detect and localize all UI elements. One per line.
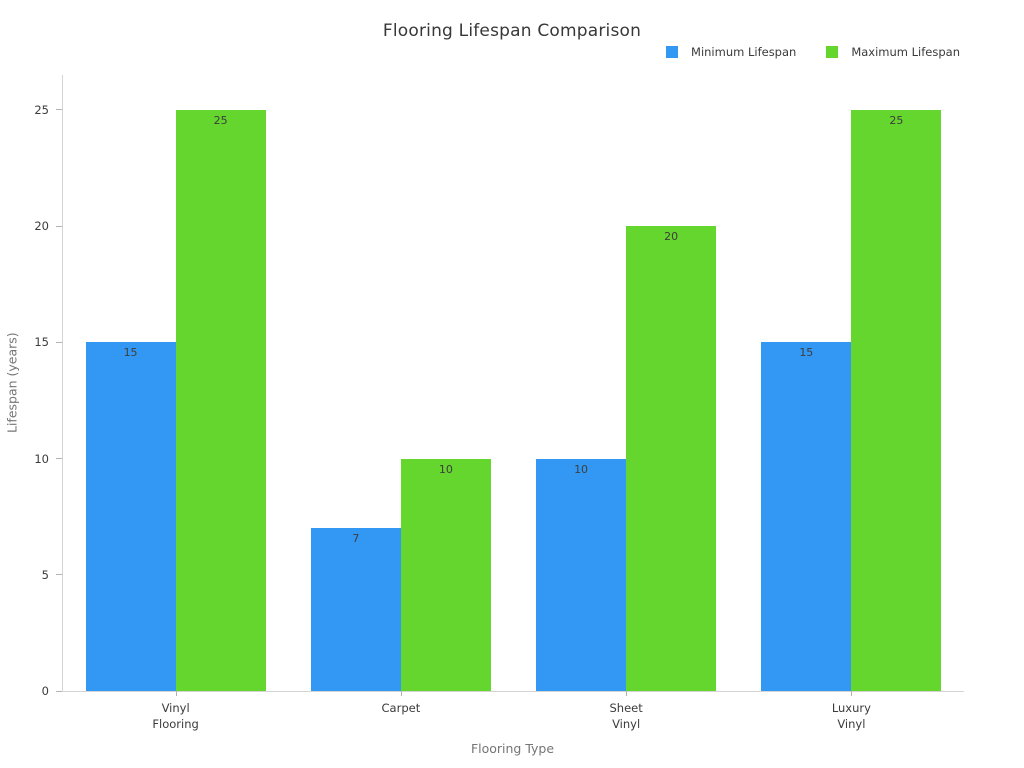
bar-value-label: 20 [664, 230, 679, 244]
x-tick-label: Carpet [381, 701, 421, 715]
bar-value-label: 15 [799, 346, 814, 360]
bar-group: 15 25 Vinyl Flooring [63, 75, 288, 731]
bar-value-label: 10 [574, 462, 589, 476]
bar-value-label: 25 [889, 113, 904, 127]
y-tick-mark [56, 458, 62, 460]
bar-minimum: 15 [761, 342, 852, 691]
y-tick-label: 20 [34, 219, 49, 234]
bar-minimum: 15 [85, 342, 176, 691]
y-tick-mark [56, 225, 62, 227]
x-tick-label: Vinyl Flooring [152, 701, 199, 731]
bar-group: 7 10 Carpet [288, 75, 513, 715]
bar-maximum: 10 [400, 458, 491, 691]
x-axis-title: Flooring Type [470, 741, 555, 756]
legend-item-maximum: Maximum Lifespan [826, 45, 960, 59]
y-tick-label: 10 [34, 451, 49, 466]
bar-minimum: 10 [536, 458, 627, 691]
bar-value-label: 10 [438, 462, 453, 476]
bar-group: 10 20 Sheet Vinyl [514, 75, 739, 731]
y-tick-mark [56, 341, 62, 343]
legend-item-minimum: Minimum Lifespan [666, 45, 796, 59]
x-tick-mark [626, 691, 628, 696]
chart-title: Flooring Lifespan Comparison [382, 21, 642, 41]
legend-swatch-minimum-icon [666, 46, 679, 58]
bar-group: 15 25 Luxury Vinyl [739, 75, 964, 731]
legend-swatch-maximum-icon [826, 46, 839, 58]
legend-label-minimum: Minimum Lifespan [691, 45, 797, 59]
legend-label-maximum: Maximum Lifespan [851, 45, 960, 59]
bar-minimum: 7 [310, 528, 401, 691]
y-axis-title: Lifespan (years) [4, 332, 20, 434]
bar-value-label: 25 [213, 113, 228, 127]
y-tick-label: 25 [34, 102, 49, 117]
y-tick-mark [56, 690, 62, 692]
y-tick-label: 5 [41, 567, 49, 582]
x-tick-label: Luxury Vinyl [831, 701, 871, 731]
x-tick-label: Sheet Vinyl [609, 701, 643, 731]
bar-maximum: 25 [851, 109, 942, 691]
y-tick-mark [56, 574, 62, 576]
bar-value-label: 15 [123, 346, 138, 360]
bar-maximum: 20 [626, 226, 717, 691]
y-tick-label: 15 [34, 335, 49, 350]
x-tick-mark [851, 691, 853, 696]
bar-value-label: 7 [352, 532, 360, 546]
x-tick-mark [400, 691, 402, 696]
x-tick-mark [175, 691, 177, 696]
bar-maximum: 25 [175, 109, 266, 691]
legend: Minimum Lifespan Maximum Lifespan [666, 45, 960, 59]
plot-area: 0 5 10 15 20 25 15 25 Vinyl Flooring 7 10 Carpet 10 2… [34, 75, 964, 731]
y-tick-label: 0 [41, 684, 49, 698]
y-tick-mark [56, 109, 62, 111]
